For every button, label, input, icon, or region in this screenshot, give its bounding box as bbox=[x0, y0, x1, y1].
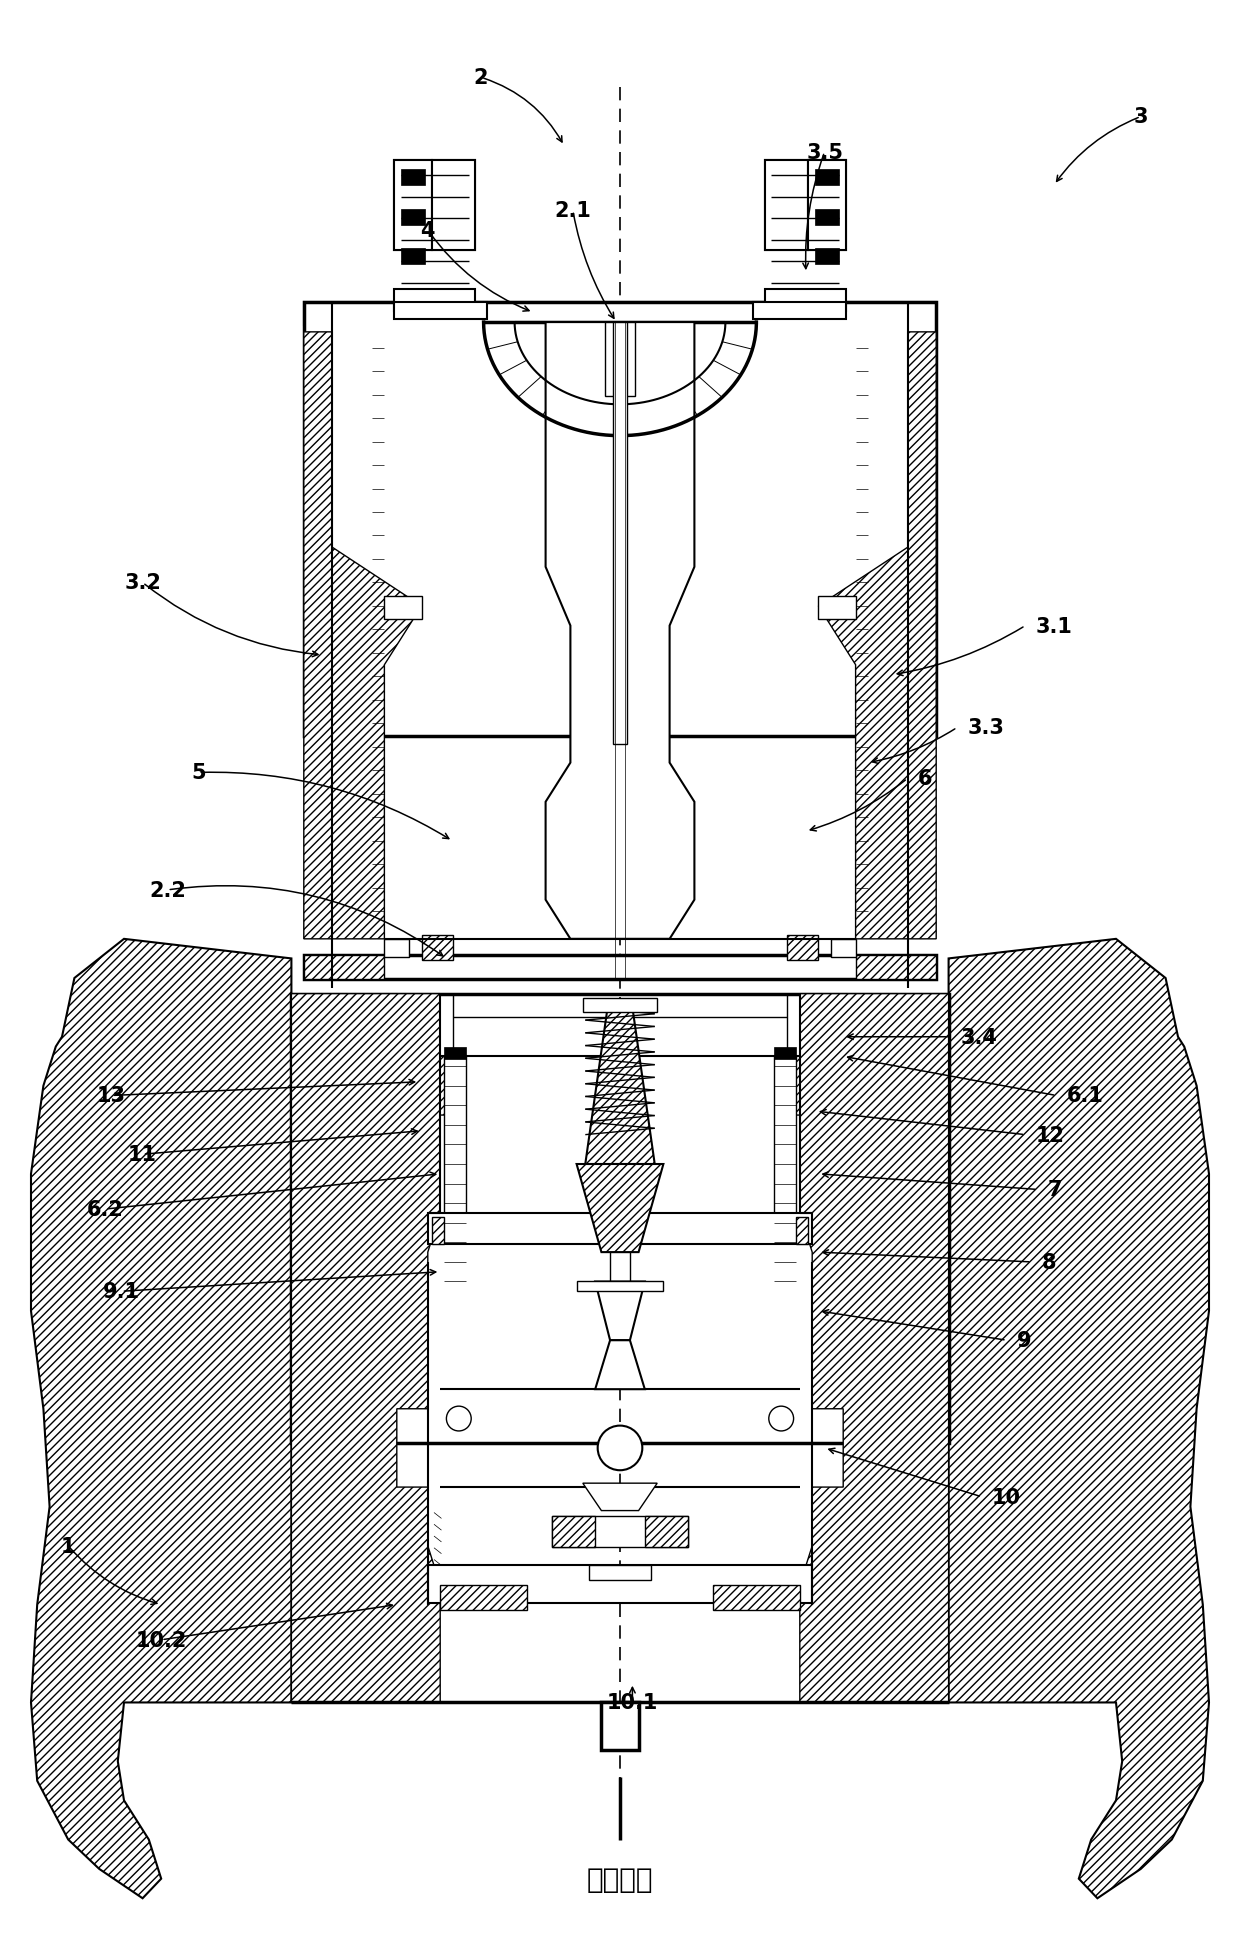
Circle shape bbox=[446, 1407, 471, 1431]
Bar bbox=[304, 303, 936, 325]
Bar bbox=[796, 1217, 808, 1245]
Polygon shape bbox=[818, 333, 936, 939]
Bar bbox=[304, 955, 936, 980]
Text: 5: 5 bbox=[191, 763, 206, 783]
Bar bbox=[440, 1585, 527, 1611]
Text: 10.2: 10.2 bbox=[135, 1630, 187, 1650]
Bar bbox=[713, 1585, 800, 1611]
Text: 12: 12 bbox=[1035, 1125, 1064, 1145]
Bar bbox=[394, 290, 475, 311]
Polygon shape bbox=[595, 1341, 645, 1389]
Bar bbox=[753, 303, 846, 319]
Text: 7: 7 bbox=[1048, 1180, 1063, 1200]
Text: 10: 10 bbox=[992, 1487, 1021, 1507]
Bar bbox=[384, 939, 409, 957]
Polygon shape bbox=[949, 939, 1209, 1898]
Bar bbox=[589, 1566, 651, 1581]
Bar bbox=[765, 160, 846, 250]
Text: 9.1: 9.1 bbox=[103, 1282, 140, 1301]
Text: 3.4: 3.4 bbox=[961, 1027, 998, 1047]
Polygon shape bbox=[546, 323, 694, 939]
Bar bbox=[610, 1252, 630, 1301]
Polygon shape bbox=[304, 333, 422, 939]
Text: 11: 11 bbox=[128, 1145, 157, 1164]
Bar bbox=[552, 1517, 595, 1548]
Polygon shape bbox=[585, 1008, 655, 1164]
Bar bbox=[422, 935, 453, 961]
Bar bbox=[432, 160, 475, 250]
Bar bbox=[394, 160, 475, 250]
Bar bbox=[815, 249, 839, 264]
Text: 3.1: 3.1 bbox=[1035, 616, 1073, 636]
Bar bbox=[601, 1703, 639, 1750]
Bar bbox=[444, 1057, 466, 1217]
Text: 8: 8 bbox=[1042, 1252, 1056, 1272]
Bar bbox=[815, 170, 839, 186]
Text: 6.2: 6.2 bbox=[87, 1200, 124, 1219]
Polygon shape bbox=[583, 1483, 657, 1511]
Text: 3: 3 bbox=[1133, 108, 1148, 127]
Bar bbox=[304, 955, 384, 980]
Bar bbox=[613, 323, 627, 744]
Text: 1: 1 bbox=[61, 1536, 76, 1556]
Bar bbox=[818, 597, 856, 618]
Polygon shape bbox=[787, 994, 949, 1703]
Circle shape bbox=[598, 1427, 642, 1470]
Text: 2.1: 2.1 bbox=[554, 202, 591, 221]
Polygon shape bbox=[291, 994, 453, 1703]
Text: 2: 2 bbox=[474, 68, 489, 88]
Bar bbox=[428, 1213, 812, 1245]
Polygon shape bbox=[31, 939, 291, 1898]
Bar bbox=[394, 303, 487, 319]
Text: 9: 9 bbox=[1017, 1331, 1032, 1350]
Text: 2.2: 2.2 bbox=[149, 881, 186, 900]
Bar bbox=[444, 1047, 466, 1059]
Bar bbox=[808, 160, 846, 250]
Text: 3.3: 3.3 bbox=[967, 718, 1004, 738]
Bar bbox=[304, 303, 936, 738]
Bar bbox=[428, 1566, 812, 1603]
Bar bbox=[831, 939, 856, 957]
Bar bbox=[774, 1057, 796, 1217]
Text: 3.2: 3.2 bbox=[124, 573, 161, 593]
Bar bbox=[552, 1517, 688, 1548]
Text: 4: 4 bbox=[420, 221, 435, 241]
Polygon shape bbox=[577, 1164, 663, 1252]
Bar bbox=[401, 209, 425, 225]
Text: 6.1: 6.1 bbox=[1066, 1086, 1104, 1106]
Bar bbox=[384, 597, 422, 618]
Bar bbox=[394, 160, 432, 250]
Polygon shape bbox=[595, 1282, 645, 1341]
Bar bbox=[774, 1047, 796, 1059]
Bar bbox=[577, 1282, 663, 1292]
Bar bbox=[765, 160, 808, 250]
Bar bbox=[605, 323, 635, 397]
Text: 6: 6 bbox=[918, 769, 932, 789]
Text: 13: 13 bbox=[97, 1086, 126, 1106]
Bar bbox=[401, 249, 425, 264]
Text: 3.5: 3.5 bbox=[806, 143, 843, 162]
Bar bbox=[583, 998, 657, 1014]
Bar bbox=[787, 935, 818, 961]
Bar bbox=[856, 955, 936, 980]
Text: 10.1: 10.1 bbox=[606, 1693, 658, 1712]
Bar bbox=[645, 1517, 688, 1548]
Circle shape bbox=[769, 1407, 794, 1431]
Bar bbox=[401, 170, 425, 186]
Bar bbox=[432, 1217, 444, 1245]
Text: 现有技术: 现有技术 bbox=[587, 1865, 653, 1892]
Bar bbox=[765, 290, 846, 311]
Bar bbox=[815, 209, 839, 225]
Bar bbox=[291, 994, 949, 1442]
